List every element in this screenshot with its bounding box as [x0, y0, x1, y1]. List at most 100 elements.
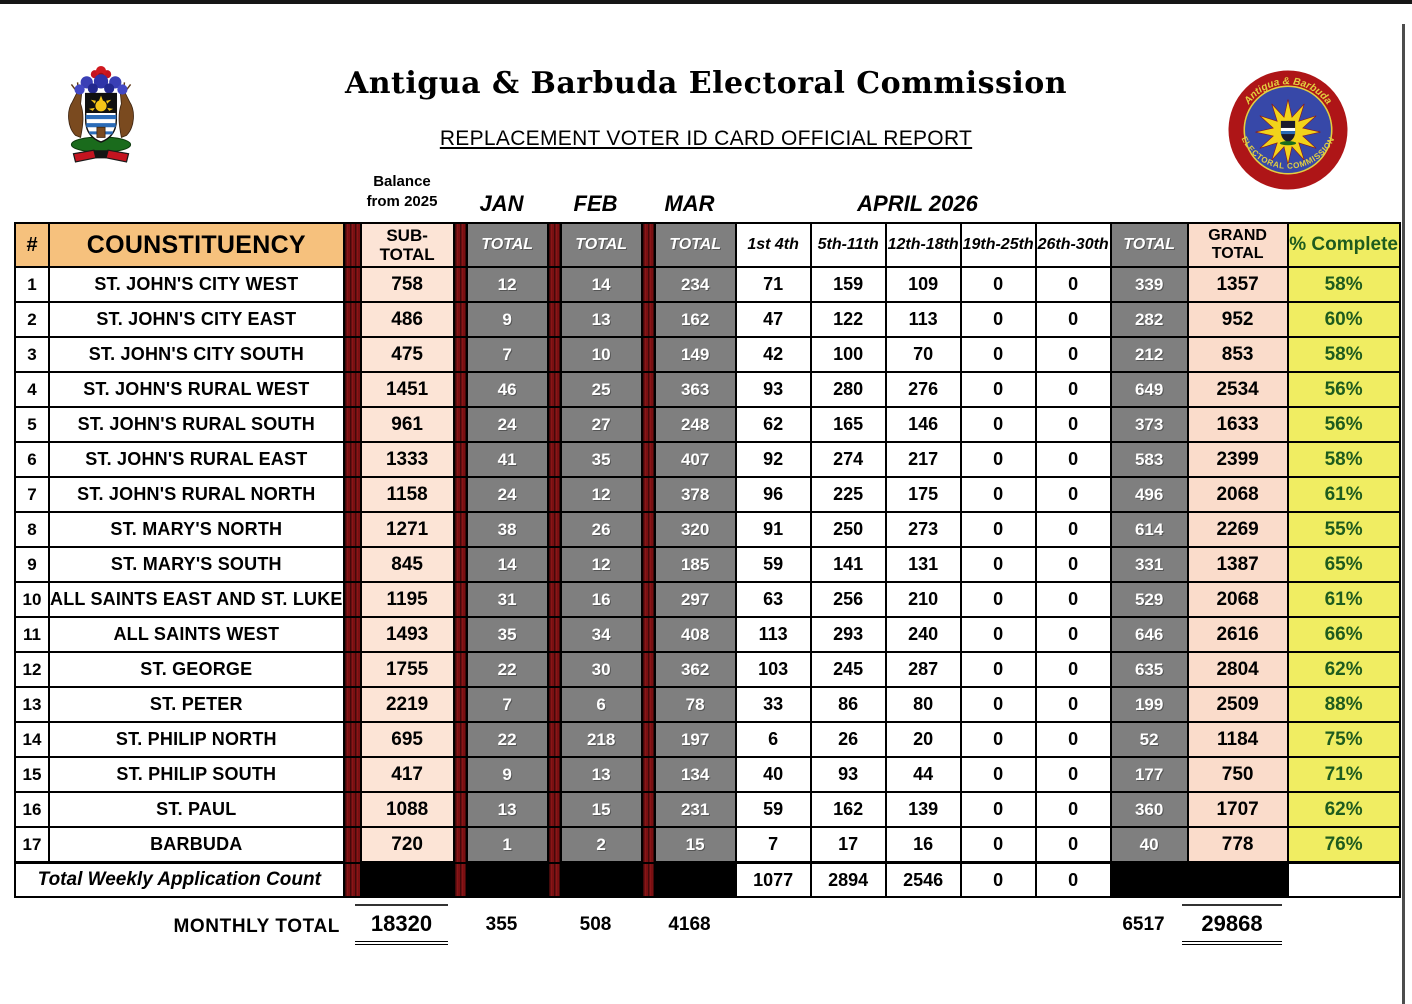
week-4-value: 0 — [959, 756, 1037, 793]
week-2-value: 162 — [809, 791, 887, 828]
feb-total-value: 13 — [559, 756, 643, 793]
percent-complete-value: 56% — [1286, 406, 1401, 443]
grand-total-value: 2269 — [1186, 511, 1289, 548]
separator-bar — [546, 266, 562, 303]
monthly-total-subtotal: 18320 — [355, 904, 448, 945]
constituency-name: ST. JOHN'S CITY WEST — [48, 266, 345, 303]
week-3-value: 44 — [884, 756, 962, 793]
week-4-value: 0 — [959, 616, 1037, 653]
jan-total-value: 7 — [465, 686, 549, 723]
separator-bar — [452, 861, 468, 898]
week-3-value: 175 — [884, 476, 962, 513]
col-header-percent-complete: % Complete — [1286, 222, 1401, 268]
april-total-value: 199 — [1109, 686, 1189, 723]
separator-bar — [640, 301, 656, 338]
feb-total-value: 15 — [559, 791, 643, 828]
april-total-value: 177 — [1109, 756, 1189, 793]
grand-total-value: 1707 — [1186, 791, 1289, 828]
april-total-value: 331 — [1109, 546, 1189, 583]
separator-bar — [342, 721, 362, 758]
subtotal-line1: SUB- — [386, 225, 428, 245]
grand-total-value: 1633 — [1186, 406, 1289, 443]
jan-total-value: 24 — [465, 476, 549, 513]
separator-bar — [546, 301, 562, 338]
grand-total-value: 2804 — [1186, 651, 1289, 688]
table-row: 6 ST. JOHN'S RURAL EAST 1333 41 35 407 9… — [14, 441, 1401, 478]
separator-bar — [452, 616, 468, 653]
week-1-value: 40 — [734, 756, 812, 793]
subtotal-value: 1271 — [359, 511, 455, 548]
week-2-value: 225 — [809, 476, 887, 513]
jan-total-value: 41 — [465, 441, 549, 478]
week-5-value: 0 — [1034, 616, 1112, 653]
grand-total-line1: GRAND — [1208, 227, 1267, 245]
percent-complete-value: 61% — [1286, 476, 1401, 513]
separator-bar — [342, 266, 362, 303]
week-3-value: 20 — [884, 721, 962, 758]
month-label-feb: FEB — [573, 191, 618, 216]
week-4-value: 0 — [959, 511, 1037, 548]
grand-total-value: 2068 — [1186, 581, 1289, 618]
subtotal-value: 845 — [359, 546, 455, 583]
separator-bar — [452, 581, 468, 618]
feb-total-value: 13 — [559, 301, 643, 338]
april-total-value: 52 — [1109, 721, 1189, 758]
week-1-value: 59 — [734, 546, 812, 583]
page-title: Antigua & Barbuda Electoral Commission — [344, 66, 1068, 101]
monthly-total-jan: 355 — [485, 914, 518, 935]
separator-bar — [342, 651, 362, 688]
col-header-constituency: COUNSTITUENCY — [48, 222, 345, 268]
grand-total-value: 1184 — [1186, 721, 1289, 758]
grand-total-value: 778 — [1186, 826, 1289, 864]
week-3-value: 139 — [884, 791, 962, 828]
percent-complete-value: 56% — [1286, 371, 1401, 408]
constituency-name: ST. PHILIP NORTH — [48, 721, 345, 758]
april-total-value: 40 — [1109, 826, 1189, 864]
weekly-total-week-1: 1077 — [734, 861, 812, 898]
separator-bar — [640, 511, 656, 548]
april-total-value: 614 — [1109, 511, 1189, 548]
table-row: 10 ALL SAINTS EAST AND ST. LUKE 1195 31 … — [14, 581, 1401, 618]
mar-total-value: 185 — [653, 546, 737, 583]
mar-total-value: 197 — [653, 721, 737, 758]
week-3-value: 113 — [884, 301, 962, 338]
subtotal-value: 758 — [359, 266, 455, 303]
table-row: 7 ST. JOHN'S RURAL NORTH 1158 24 12 378 … — [14, 476, 1401, 513]
mar-total-value: 15 — [653, 826, 737, 864]
week-2-value: 250 — [809, 511, 887, 548]
row-number: 1 — [14, 266, 50, 303]
constituency-name: ALL SAINTS EAST AND ST. LUKE — [48, 581, 345, 618]
week-2-value: 256 — [809, 581, 887, 618]
weekly-total-week-4: 0 — [959, 861, 1037, 898]
percent-complete-value: 88% — [1286, 686, 1401, 723]
separator-bar — [452, 546, 468, 583]
page-top-edge — [0, 0, 1412, 4]
grand-total-line2: TOTAL — [1211, 245, 1264, 262]
constituency-name: ST. JOHN'S RURAL NORTH — [48, 476, 345, 513]
week-4-value: 0 — [959, 651, 1037, 688]
row-number: 9 — [14, 546, 50, 583]
constituency-name: ST. JOHN'S RURAL WEST — [48, 371, 345, 408]
percent-complete-value: 61% — [1286, 581, 1401, 618]
balance-from-2025-label: Balance from 2025 — [340, 172, 464, 213]
row-number: 5 — [14, 406, 50, 443]
mar-total-value: 362 — [653, 651, 737, 688]
grand-total-value: 750 — [1186, 756, 1289, 793]
separator-bar — [640, 826, 656, 863]
col-header-week-1: 1st 4th — [734, 222, 812, 268]
percent-complete-value: 71% — [1286, 756, 1401, 793]
week-4-value: 0 — [959, 476, 1037, 513]
table-row: 1 ST. JOHN'S CITY WEST 758 12 14 234 71 … — [14, 266, 1401, 303]
week-1-value: 59 — [734, 791, 812, 828]
separator-bar — [452, 511, 468, 548]
weekly-black-cell — [559, 861, 643, 898]
grand-total-value: 853 — [1186, 336, 1289, 373]
feb-total-value: 27 — [559, 406, 643, 443]
week-4-value: 0 — [959, 336, 1037, 373]
separator-bar — [342, 826, 362, 863]
separator-bar — [640, 371, 656, 408]
week-2-value: 17 — [809, 826, 887, 864]
jan-total-value: 12 — [465, 266, 549, 303]
mar-total-value: 378 — [653, 476, 737, 513]
separator-bar — [546, 826, 562, 863]
